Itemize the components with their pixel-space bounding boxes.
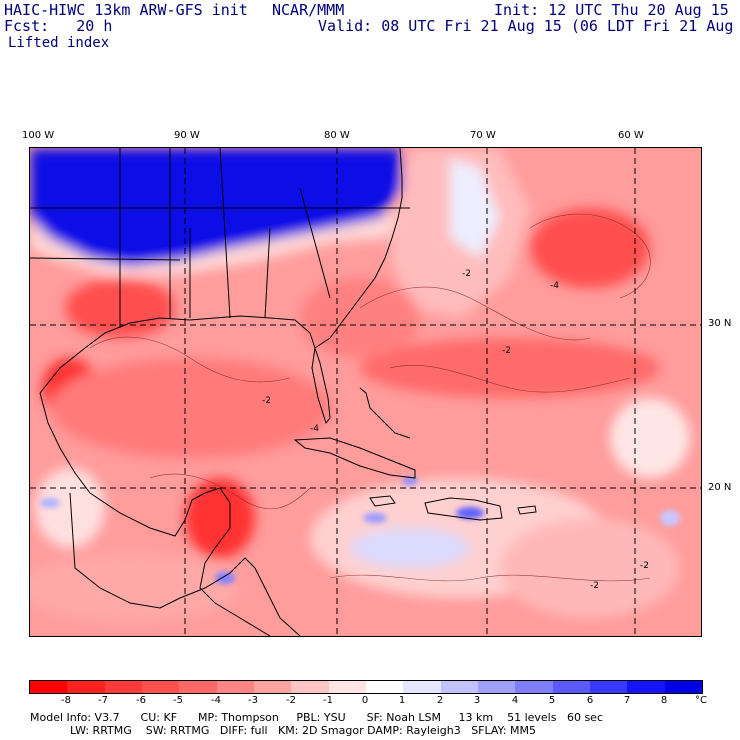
contour-label: -4 bbox=[310, 424, 319, 434]
field-name: Lifted index bbox=[8, 35, 110, 51]
legend-tick: -2 bbox=[286, 695, 296, 706]
legend-tick: 0 bbox=[361, 695, 369, 706]
legend-tick: 5 bbox=[548, 695, 556, 706]
legend-swatch bbox=[664, 681, 702, 693]
legend-unit: °C bbox=[695, 695, 707, 706]
legend-swatch bbox=[515, 681, 553, 693]
legend-tick: -6 bbox=[136, 695, 146, 706]
org-label: NCAR/MMM bbox=[272, 1, 345, 19]
legend-tick: 3 bbox=[473, 695, 481, 706]
lon-label-60w: 60 W bbox=[618, 130, 644, 141]
legend-swatch bbox=[67, 681, 105, 693]
legend-swatch bbox=[440, 681, 478, 693]
contour-label: -2 bbox=[262, 396, 271, 406]
coastlines bbox=[30, 148, 537, 636]
contour-label: -2 bbox=[640, 561, 649, 571]
contour-label: -2 bbox=[462, 269, 471, 279]
stable-patches bbox=[40, 477, 680, 584]
lat-label-20n: 20 N bbox=[708, 482, 732, 493]
forecast-hour: Fcst: 20 h bbox=[4, 17, 113, 35]
legend-swatch bbox=[104, 681, 142, 693]
valid-time: Valid: 08 UTC Fri 21 Aug 15 (06 LDT Fri … bbox=[318, 17, 740, 35]
legend-swatch bbox=[403, 681, 441, 693]
legend-tick: 4 bbox=[511, 695, 519, 706]
model-info-line1: Model Info: V3.7 CU: KF MP: Thompson PBL… bbox=[30, 711, 603, 724]
lon-label-70w: 70 W bbox=[470, 130, 496, 141]
model-title: HAIC-HIWC 13km ARW-GFS init bbox=[4, 1, 248, 19]
lon-label-80w: 80 W bbox=[324, 130, 350, 141]
legend-tick: -3 bbox=[248, 695, 258, 706]
legend-swatch bbox=[552, 681, 590, 693]
legend-tick: 8 bbox=[660, 695, 668, 706]
legend-swatch bbox=[328, 681, 366, 693]
legend-swatch bbox=[627, 681, 665, 693]
legend-tick: -8 bbox=[61, 695, 71, 706]
lon-label-100w: 100 W bbox=[22, 130, 55, 141]
legend-swatch bbox=[216, 681, 254, 693]
legend-swatch bbox=[253, 681, 292, 693]
legend-swatch bbox=[589, 681, 628, 693]
lifted-index-map: -2 -2 -4 -4 -2 -2 -2 bbox=[29, 147, 702, 637]
legend-tick: -4 bbox=[211, 695, 221, 706]
contour-label: -2 bbox=[590, 581, 599, 591]
graticule bbox=[30, 148, 701, 636]
legend-tick: 7 bbox=[623, 695, 631, 706]
legend-tick: 2 bbox=[436, 695, 444, 706]
contour-label: -4 bbox=[550, 281, 559, 291]
legend-tick: -1 bbox=[323, 695, 333, 706]
legend-tick: 1 bbox=[398, 695, 406, 706]
legend-tick: -7 bbox=[98, 695, 108, 706]
contour-label: -2 bbox=[502, 346, 511, 356]
init-time: Init: 12 UTC Thu 20 Aug 15 bbox=[494, 1, 729, 19]
lat-label-30n: 30 N bbox=[708, 318, 732, 329]
model-info-line2: LW: RRTMG SW: RRTMG DIFF: full KM: 2D Sm… bbox=[70, 724, 536, 737]
legend-swatch bbox=[477, 681, 516, 693]
legend-swatch bbox=[291, 681, 329, 693]
legend-tick: -5 bbox=[173, 695, 183, 706]
lon-label-90w: 90 W bbox=[174, 130, 200, 141]
legend-tick: 6 bbox=[586, 695, 594, 706]
color-legend bbox=[29, 680, 703, 694]
legend-swatch bbox=[141, 681, 180, 693]
legend-swatch bbox=[365, 681, 404, 693]
legend-swatch bbox=[30, 681, 68, 693]
legend-swatch bbox=[179, 681, 217, 693]
